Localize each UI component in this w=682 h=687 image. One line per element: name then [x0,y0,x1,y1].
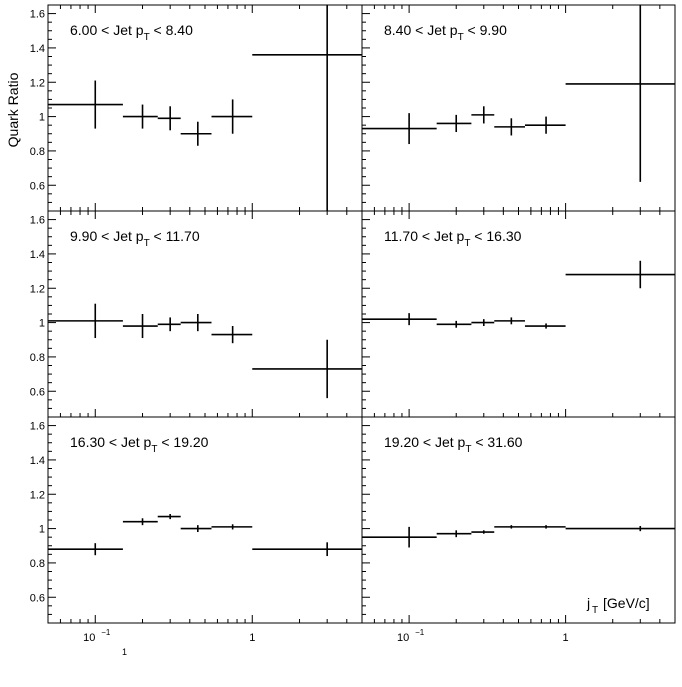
data-point [211,99,253,134]
panel-2: 8.40 < Jet pT < 9.90 [361,4,676,212]
data-point [494,118,525,136]
data-point [524,525,566,529]
data-point [180,314,212,332]
panel-title-sub: T [458,32,464,43]
x-tick-label: 1 [563,632,569,644]
data-point [157,513,181,520]
data-point [471,106,495,124]
y-tick-label: 1.4 [30,43,45,55]
panel-title: 9.90 < Jet pT < 11.70 [70,228,200,249]
data-point [565,526,675,532]
data-point [180,121,212,146]
data-point [524,116,566,134]
data-point [252,339,362,399]
y-tick-label: 1 [39,524,45,536]
panel-title-sub: T [144,238,150,249]
y-tick-label: 1 [39,112,45,124]
panel-title-post: < 31.60 [471,434,522,450]
panel-1: 0.6 0.8 1 1.2 1.4 1.6 6.00 < Jet pT < 8.40 [30,4,363,212]
x-tick-label: 1 [249,632,255,644]
panel-title-pre: 11.70 < Jet p [384,228,465,244]
data-point [211,524,253,530]
data-point [471,530,495,534]
data-point [565,5,675,182]
data-point [122,104,158,129]
panel-title-pre: 16.30 < Jet p [70,434,152,450]
y-tick-label: 1.2 [30,489,45,501]
data-point [157,317,181,332]
y-tick-label: 0.6 [30,592,45,604]
panel-title-pre: 8.40 < Jet p [384,22,458,38]
data-point [122,314,158,339]
panel-title-sub: T [465,444,471,455]
panel-title-pre: 6.00 < Jet p [70,22,144,38]
data-point [524,323,566,329]
y-tick-label: 1.2 [30,283,45,295]
x-axis-title-sub: T [592,605,598,616]
panels-group: 0.60.811.21.41.66.00 < Jet pT < 8.40 8.40… [30,4,676,644]
y-tick-label: 1.4 [30,455,45,467]
panel-title-pre: 19.20 < Jet p [384,434,466,450]
panel-3: 0.6 0.8 1 1.2 1.4 1.6 9.90 < Jet pT < 11.70 [30,210,363,418]
data-point [157,106,181,131]
y-tick-label: 1 [39,318,45,330]
y-tick-label: 0.8 [30,146,45,158]
data-point [436,320,472,328]
data-point [180,525,212,533]
data-point [494,317,525,325]
panel-title-sub: T [464,238,470,249]
panel-title-post: < 19.20 [157,434,208,450]
panel-title-pre: 9.90 < Jet p [70,228,144,244]
panel-title-post: < 11.70 [150,228,200,244]
data-point [211,326,253,344]
y-tick-label: 1.6 [30,215,45,227]
data-point [122,518,158,526]
y-tick-label: 0.8 [30,352,45,364]
y-tick-label: 1.4 [30,249,45,261]
panel-title: 11.70 < Jet pT < 16.30 [384,228,522,249]
data-point [565,260,675,289]
panel-title-post: < 8.40 [150,22,193,38]
data-point [436,530,472,538]
y-axis-title: Quark Ratio [5,72,21,147]
data-point [362,313,437,326]
x-tick-exponent: −1 [101,628,111,637]
panel-6: 10 −1 119.20 < Jet pT < 31.60 [361,416,676,644]
data-point [48,543,123,556]
data-point [436,114,472,133]
panel-title-sub: T [144,32,150,43]
data-point [471,319,495,327]
panel-5: 0.6 0.8 1 1.2 1.4 1.6 10 −1 1 16.30 < Jet pT < 19… [30,416,363,644]
x-axis-title-main: j [586,595,590,611]
y-tick-label: 0.6 [30,386,45,398]
y-tick-label: 1.6 [30,421,45,433]
y-tick-label: 1.6 [30,9,45,21]
x-tick-label: 10 [83,632,95,644]
y-tick-label: 1.2 [30,77,45,89]
data-point [252,5,362,211]
y-tick-label: 0.6 [30,180,45,192]
panel-title-post: < 16.30 [470,228,521,244]
data-point [252,542,362,557]
data-point [362,113,437,145]
stray-superscript: 1 [122,647,127,657]
panel-4: 11.70 < Jet pT < 16.30 [361,210,676,418]
data-point [362,526,437,548]
y-tick-label: 0.8 [30,558,45,570]
data-point [48,80,123,129]
panel-title: 19.20 < Jet pT < 31.60 [384,434,523,455]
data-point [48,303,123,339]
panel-title-post: < 9.90 [464,22,507,38]
panel-title: 8.40 < Jet pT < 9.90 [384,22,507,43]
x-tick-label: 10 [397,632,409,644]
data-point [494,525,525,529]
panel-title: 16.30 < Jet pT < 19.20 [70,434,209,455]
panel-title: 6.00 < Jet pT < 8.40 [70,22,193,43]
x-axis-title-unit: [GeV/c] [603,595,650,611]
panel-title-sub: T [151,444,157,455]
x-tick-exponent: −1 [415,628,425,637]
